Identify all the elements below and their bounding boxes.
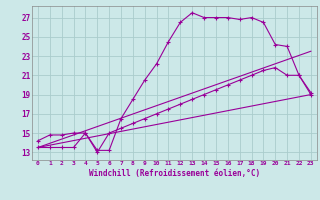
X-axis label: Windchill (Refroidissement éolien,°C): Windchill (Refroidissement éolien,°C)	[89, 169, 260, 178]
